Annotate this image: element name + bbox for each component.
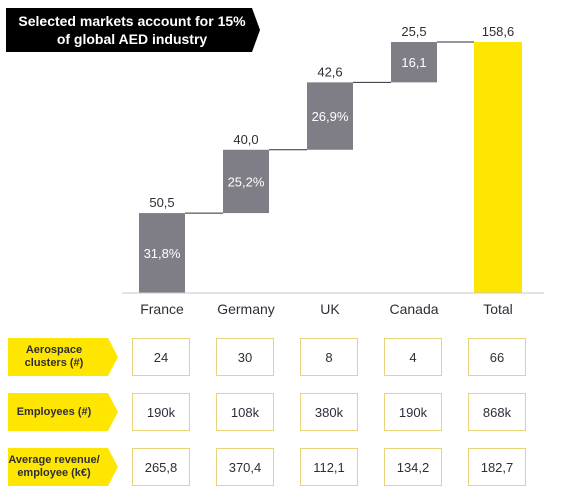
share-label: 26,9% bbox=[312, 109, 349, 124]
table-cell: 108k bbox=[216, 393, 274, 431]
bar-france bbox=[139, 213, 185, 293]
bar-uk bbox=[307, 82, 353, 150]
category-label: France bbox=[140, 301, 184, 317]
table-cell: 190k bbox=[384, 393, 442, 431]
table-cell: 66 bbox=[468, 338, 526, 376]
category-label: Total bbox=[483, 301, 513, 317]
table-cell: 182,7 bbox=[468, 448, 526, 486]
chart-title: Selected markets account for 15% of glob… bbox=[18, 13, 246, 47]
value-label: 50,5 bbox=[149, 195, 174, 210]
row-label: Aerospace clusters (#) bbox=[8, 338, 118, 376]
table-cell: 380k bbox=[300, 393, 358, 431]
share-label: 25,2% bbox=[228, 174, 265, 189]
table-cell: 112,1 bbox=[300, 448, 358, 486]
bar-total bbox=[474, 42, 522, 293]
table-cell: 370,4 bbox=[216, 448, 274, 486]
waterfall-chart: 50,5 31,8% 40,0 25,2% 42,6 26,9% 25,5 16,1 158,6… bbox=[122, 24, 544, 317]
bar-canada bbox=[391, 42, 437, 83]
share-label: 16,1 bbox=[401, 55, 426, 70]
title-banner: Selected markets account for 15% of glob… bbox=[6, 8, 260, 52]
table-cell: 868k bbox=[468, 393, 526, 431]
title-banner-shape bbox=[6, 8, 260, 52]
share-label: 31,8% bbox=[144, 246, 181, 261]
category-label: Germany bbox=[217, 301, 275, 317]
value-label: 25,5 bbox=[401, 24, 426, 39]
table-cell: 24 bbox=[132, 338, 190, 376]
table-cell: 190k bbox=[132, 393, 190, 431]
value-label: 42,6 bbox=[317, 64, 342, 79]
value-label: 158,6 bbox=[482, 24, 515, 39]
row-label: Average revenue/ employee (k€) bbox=[8, 448, 118, 486]
category-label: Canada bbox=[389, 301, 438, 317]
row-label: Employees (#) bbox=[8, 393, 118, 431]
table-cell: 265,8 bbox=[132, 448, 190, 486]
table-cell: 8 bbox=[300, 338, 358, 376]
value-label: 40,0 bbox=[233, 132, 258, 147]
category-label: UK bbox=[320, 301, 340, 317]
table-cell: 4 bbox=[384, 338, 442, 376]
table-cell: 134,2 bbox=[384, 448, 442, 486]
bar-germany bbox=[223, 149, 269, 214]
table-cell: 30 bbox=[216, 338, 274, 376]
